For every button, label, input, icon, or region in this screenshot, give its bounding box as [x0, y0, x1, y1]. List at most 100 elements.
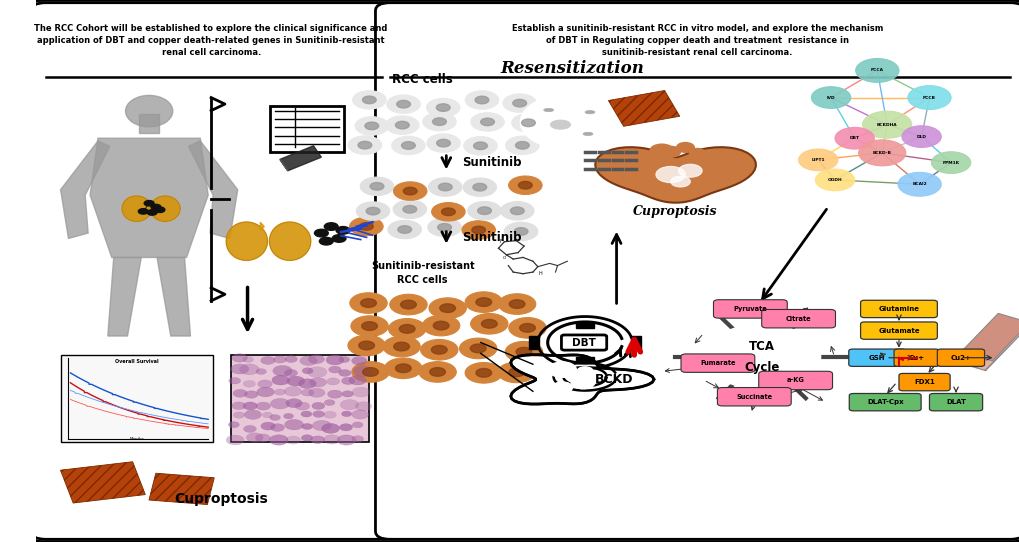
Circle shape [689, 149, 704, 157]
Circle shape [427, 95, 461, 113]
Circle shape [299, 414, 309, 420]
Circle shape [228, 389, 246, 399]
Circle shape [242, 409, 261, 419]
Circle shape [273, 433, 287, 441]
Circle shape [230, 401, 249, 411]
Circle shape [289, 424, 301, 431]
Text: Pyruvate: Pyruvate [733, 306, 766, 312]
Circle shape [337, 366, 353, 374]
Polygon shape [960, 313, 1019, 361]
Circle shape [461, 217, 494, 236]
Text: The RCC Cohort will be established to explore the clinical significance and
appl: The RCC Cohort will be established to ex… [35, 24, 387, 57]
Text: PCCA: PCCA [870, 68, 882, 73]
Circle shape [502, 338, 540, 358]
Circle shape [353, 431, 372, 442]
Text: H: H [538, 270, 542, 276]
Circle shape [257, 423, 276, 434]
Circle shape [835, 127, 873, 149]
Circle shape [862, 111, 911, 138]
Ellipse shape [583, 132, 592, 136]
FancyBboxPatch shape [758, 371, 832, 390]
Text: DBT: DBT [572, 338, 595, 347]
Circle shape [301, 379, 314, 386]
Circle shape [425, 221, 458, 239]
Polygon shape [954, 323, 1019, 371]
Circle shape [395, 365, 411, 374]
Circle shape [359, 364, 375, 373]
Circle shape [348, 358, 385, 379]
Circle shape [398, 111, 432, 130]
Circle shape [446, 145, 460, 153]
Circle shape [324, 377, 342, 386]
Circle shape [435, 123, 449, 131]
Text: Resensitization: Resensitization [500, 60, 644, 77]
Circle shape [461, 178, 494, 196]
Circle shape [155, 207, 165, 212]
Circle shape [397, 207, 411, 214]
Circle shape [406, 228, 420, 236]
Circle shape [292, 365, 311, 375]
Circle shape [324, 223, 337, 230]
Circle shape [301, 399, 313, 406]
Polygon shape [260, 222, 264, 230]
Circle shape [284, 412, 302, 422]
Text: RCC cells: RCC cells [392, 73, 452, 86]
Circle shape [330, 390, 341, 396]
Circle shape [271, 423, 290, 433]
Circle shape [438, 347, 453, 356]
Circle shape [407, 183, 421, 190]
FancyBboxPatch shape [860, 300, 936, 318]
Circle shape [369, 121, 383, 128]
Circle shape [275, 357, 287, 364]
Circle shape [810, 87, 850, 108]
Polygon shape [189, 141, 237, 238]
Circle shape [366, 225, 380, 233]
Circle shape [354, 402, 370, 411]
Circle shape [444, 183, 458, 191]
Circle shape [466, 298, 503, 318]
Circle shape [338, 409, 357, 418]
Circle shape [245, 354, 260, 363]
Circle shape [435, 205, 448, 213]
Text: OGDH: OGDH [826, 178, 842, 182]
Circle shape [247, 380, 262, 389]
Circle shape [474, 369, 490, 377]
Circle shape [512, 368, 527, 377]
Circle shape [471, 183, 484, 191]
Circle shape [341, 390, 354, 397]
Circle shape [518, 319, 534, 328]
Circle shape [814, 169, 854, 191]
Circle shape [901, 126, 941, 147]
Circle shape [897, 172, 941, 196]
Circle shape [293, 389, 313, 399]
FancyBboxPatch shape [560, 335, 606, 350]
Text: Succinate: Succinate [736, 393, 771, 400]
Circle shape [394, 136, 427, 154]
Text: F: F [498, 238, 501, 244]
Circle shape [297, 356, 310, 363]
Circle shape [326, 422, 339, 430]
Circle shape [242, 403, 254, 410]
Text: Cycle: Cycle [744, 361, 780, 374]
Circle shape [396, 223, 429, 241]
Circle shape [255, 411, 271, 420]
Circle shape [283, 398, 300, 408]
Circle shape [353, 355, 372, 366]
Circle shape [512, 115, 544, 134]
Circle shape [434, 226, 448, 234]
Circle shape [404, 320, 419, 328]
Polygon shape [157, 257, 191, 336]
Text: O: O [502, 256, 505, 260]
Bar [140, 114, 159, 133]
Circle shape [419, 317, 457, 337]
Text: Glutamate: Glutamate [877, 327, 919, 334]
Circle shape [798, 149, 838, 171]
Circle shape [284, 389, 302, 399]
Circle shape [355, 96, 388, 115]
Circle shape [858, 140, 905, 166]
Circle shape [660, 146, 680, 157]
FancyBboxPatch shape [712, 300, 787, 318]
Circle shape [384, 359, 422, 380]
Circle shape [364, 341, 380, 350]
Circle shape [242, 365, 258, 374]
